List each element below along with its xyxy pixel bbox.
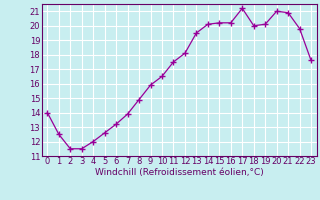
X-axis label: Windchill (Refroidissement éolien,°C): Windchill (Refroidissement éolien,°C) [95,168,264,177]
